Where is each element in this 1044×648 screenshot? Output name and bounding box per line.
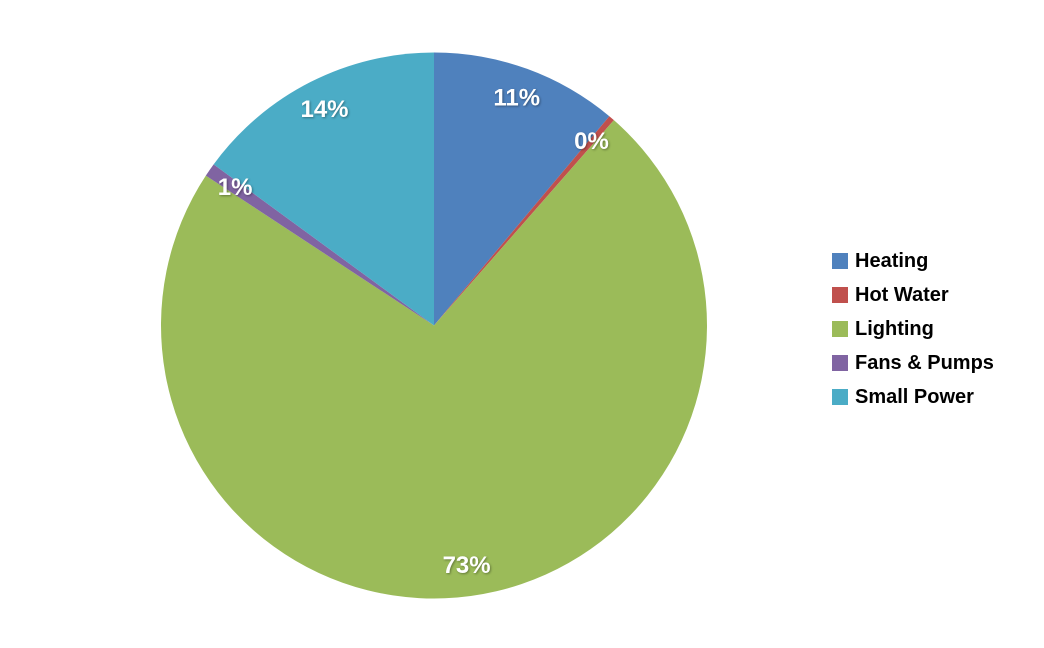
legend-item-hot-water: Hot Water <box>832 278 994 312</box>
pie-slice-lighting <box>160 120 707 599</box>
legend-item-fans-and-pumps: Fans & Pumps <box>832 346 994 380</box>
pie-slice-small-power <box>213 52 434 326</box>
legend-swatch-icon <box>832 287 848 303</box>
data-label-heating: 11% <box>493 85 540 112</box>
data-label-fans-and-pumps: 1% <box>218 174 253 201</box>
data-label-small-power: 14% <box>300 96 348 123</box>
legend-swatch-icon <box>832 389 848 405</box>
pie-slice-heating <box>434 52 610 326</box>
legend-item-heating: Heating <box>832 244 994 278</box>
legend-item-small-power: Small Power <box>832 380 994 414</box>
legend-label: Small Power <box>855 386 974 408</box>
legend-label: Hot Water <box>855 284 949 306</box>
legend: Heating Hot Water Lighting Fans & Pumps Smal… <box>832 244 994 414</box>
legend-label: Lighting <box>855 318 934 340</box>
legend-item-lighting: Lighting <box>832 312 994 346</box>
legend-swatch-icon <box>832 321 848 337</box>
legend-label: Fans & Pumps <box>855 352 994 374</box>
pie-slice-fans-and-pumps <box>205 164 434 326</box>
data-label-lighting: 73% <box>443 552 491 579</box>
data-label-hot-water: 0% <box>574 128 609 155</box>
legend-swatch-icon <box>832 253 848 269</box>
legend-swatch-icon <box>832 355 848 371</box>
legend-label: Heating <box>855 250 929 272</box>
pie-slice-hot-water <box>434 116 614 326</box>
